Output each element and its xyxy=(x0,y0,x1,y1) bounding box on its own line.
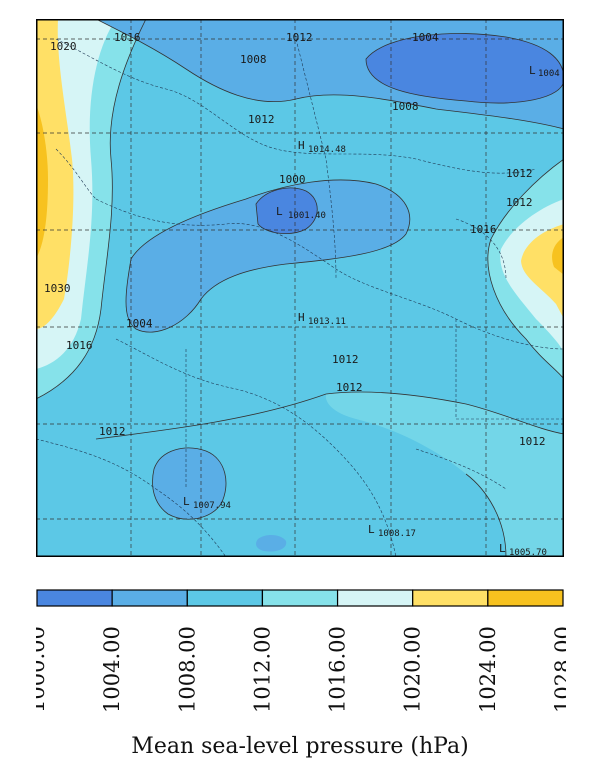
colorbar-tick-label: 1016.00 xyxy=(326,626,350,713)
center-value: 1008.17 xyxy=(378,529,416,539)
colorbar-bin xyxy=(36,589,113,607)
map-frame xyxy=(36,19,564,557)
contour-label: 1000 xyxy=(279,173,306,186)
southeast-band xyxy=(325,392,564,557)
colorbar-canvas: 1000.00 1004.00 1008.00 1012.00 1016.00 1020.… xyxy=(25,589,575,713)
contour-label: 1008 xyxy=(240,53,267,66)
contour-label: 1016 xyxy=(470,223,497,236)
center-letter: H xyxy=(298,139,305,152)
colorbar-tick-label: 1020.00 xyxy=(401,626,425,713)
yellow-west xyxy=(36,19,74,329)
center-letter: L xyxy=(276,205,283,218)
contour-label: 1012 xyxy=(506,167,533,180)
pressure-center: L 1001.40 xyxy=(276,205,326,221)
contour-label: 1020 xyxy=(50,40,77,53)
orange-west xyxy=(36,104,48,259)
colorbar-tick-label: 1004.00 xyxy=(100,626,124,713)
contour-label: 1012 xyxy=(248,113,275,126)
country-boundaries xyxy=(36,38,564,557)
pressure-map: 1020 1016 1012 1008 1004 1012 1008 1012 … xyxy=(36,19,564,557)
center-letter: H xyxy=(298,311,305,324)
contour-label: 1004 xyxy=(126,317,153,330)
contour-label: 1012 xyxy=(506,196,533,209)
colorbar-tick-label: 1024.00 xyxy=(476,626,500,713)
center-letter: L xyxy=(499,542,506,555)
pressure-centers: L 1004 H 1014.48 L 1001.40 H 1013.11 L 1… xyxy=(183,64,560,557)
pressure-map-canvas: 1020 1016 1012 1008 1004 1012 1008 1012 … xyxy=(36,19,564,557)
contour-label: 1012 xyxy=(99,425,126,438)
central-low xyxy=(256,187,318,234)
pressure-center: L 1005.70 xyxy=(499,542,547,557)
pressure-center: L 1007.94 xyxy=(183,495,231,511)
pressure-center: L 1004 xyxy=(529,64,560,79)
graticule xyxy=(36,19,564,557)
center-letter: L xyxy=(529,64,536,77)
colorbar: 1000.00 1004.00 1008.00 1012.00 1016.00 1020.… xyxy=(25,589,575,725)
colorbar-bin xyxy=(186,589,264,607)
colorbar-bin xyxy=(261,589,339,607)
contour-label: 1016 xyxy=(114,31,141,44)
center-value: 1004 xyxy=(538,69,560,79)
contour-label: 1012 xyxy=(332,353,359,366)
colorbar-bin xyxy=(336,589,414,607)
central-trough xyxy=(126,179,410,333)
contour-label: 1016 xyxy=(66,339,93,352)
center-value: 1014.48 xyxy=(308,145,346,155)
colorbar-tick-label: 1008.00 xyxy=(175,626,199,713)
orange-east xyxy=(552,237,564,275)
center-value: 1005.70 xyxy=(509,548,547,557)
south-small-low xyxy=(256,535,287,552)
southwest-low xyxy=(152,448,226,520)
contour-label: 1012 xyxy=(286,31,313,44)
contour-label: 1004 xyxy=(412,31,439,44)
colorbar-bin xyxy=(487,589,564,607)
pressure-center: L 1008.17 xyxy=(368,523,416,539)
center-value: 1007.94 xyxy=(193,501,231,511)
contour-labels: 1020 1016 1012 1008 1004 1012 1008 1012 … xyxy=(44,31,546,448)
northeast-low xyxy=(366,33,564,103)
center-value: 1013.11 xyxy=(308,317,346,327)
contour-label: 1030 xyxy=(44,282,71,295)
contour-label: 1008 xyxy=(392,100,419,113)
center-letter: L xyxy=(368,523,375,536)
pressure-center: H 1014.48 xyxy=(298,139,346,155)
pressure-center: H 1013.11 xyxy=(298,311,346,327)
contour-label: 1012 xyxy=(519,435,546,448)
colorbar-caption: Mean sea-level pressure (hPa) xyxy=(131,734,469,759)
contour-lines xyxy=(36,19,564,557)
colorbar-bin xyxy=(111,589,188,607)
colorbar-tick-label: 1028.00 xyxy=(551,626,566,713)
contour-label: 1012 xyxy=(336,381,363,394)
colorbar-bin xyxy=(412,589,489,607)
yellow-east xyxy=(521,224,564,319)
center-letter: L xyxy=(183,495,190,508)
center-value: 1001.40 xyxy=(288,211,326,221)
colorbar-tick-label: 1012.00 xyxy=(250,626,274,713)
colorbar-tick-label: 1000.00 xyxy=(36,626,49,713)
